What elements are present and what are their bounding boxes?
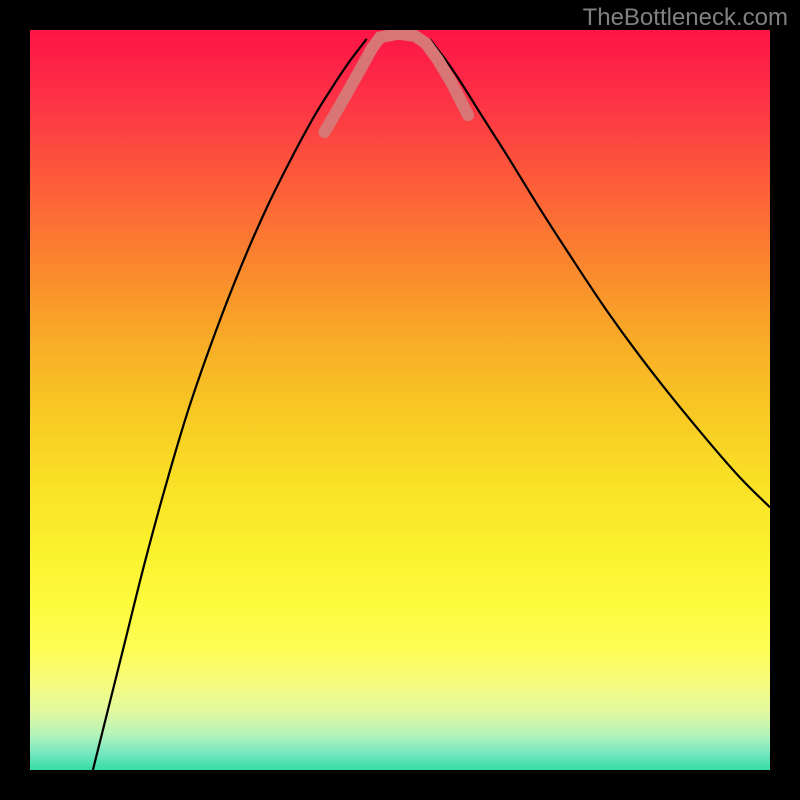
marker-cluster [325,34,469,132]
curve-right [430,39,770,507]
curves-layer [30,30,770,770]
plot-area [30,30,770,770]
watermark-text: TheBottleneck.com [583,4,788,32]
curve-left [93,39,367,770]
